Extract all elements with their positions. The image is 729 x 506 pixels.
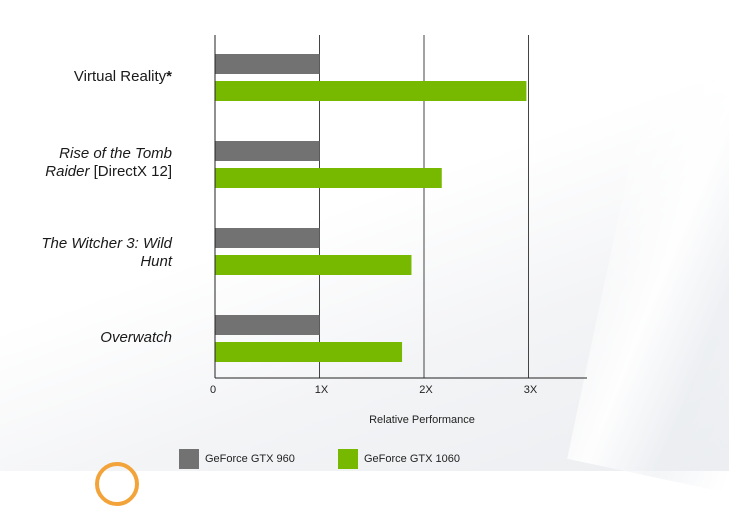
legend-label-gtx1060: GeForce GTX 1060 [364, 453, 460, 465]
legend-swatch-gtx1060 [338, 449, 358, 469]
category-label-1: Rise of the Tomb Raider [DirectX 12] [45, 145, 172, 180]
bar-gtx960-1 [215, 141, 320, 161]
category-label-0: Virtual Reality* [73, 68, 172, 85]
axes [214, 35, 587, 379]
legend-label-gtx960: GeForce GTX 960 [205, 453, 295, 465]
x-tick-label-0: 0 [210, 384, 216, 396]
category-label-3: Overwatch [100, 329, 172, 346]
bar-gtx960-0 [215, 54, 320, 74]
bar-gtx1060-0 [215, 81, 527, 101]
x-tick-label-3X: 3X [524, 384, 538, 396]
x-axis-title: Relative Performance [369, 414, 475, 426]
legend-item-gtx960: GeForce GTX 960 [179, 449, 295, 469]
category-label-2: The Witcher 3: Wild Hunt [41, 235, 172, 270]
bar-gtx960-2 [215, 228, 320, 248]
bars [215, 54, 527, 362]
x-tick-label-2X: 2X [419, 384, 433, 396]
legend-swatch-gtx960 [179, 449, 199, 469]
tick-labels: 0 1X 2X 3X [210, 384, 538, 396]
bar-gtx1060-3 [215, 342, 403, 362]
bar-gtx960-3 [215, 315, 320, 335]
bar-gtx1060-1 [215, 168, 442, 188]
legend-item-gtx1060: GeForce GTX 1060 [338, 449, 460, 469]
bar-gtx1060-2 [215, 255, 412, 275]
x-tick-label-1X: 1X [315, 384, 329, 396]
chart-plot: 0 1X 2X 3X [210, 35, 587, 396]
